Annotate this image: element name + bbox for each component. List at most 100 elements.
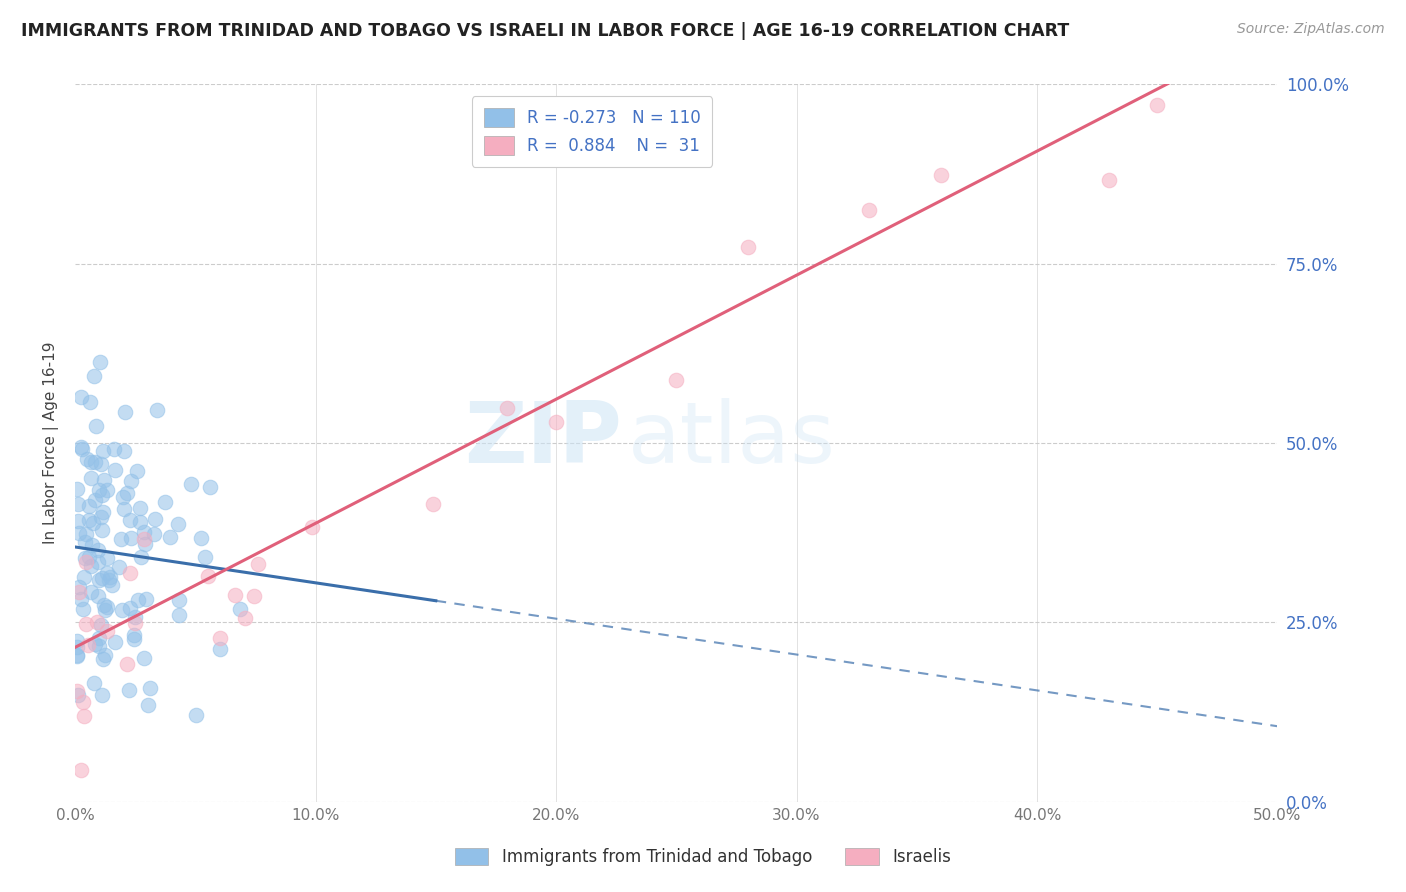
- Point: [87, 631, 110, 645]
- Point: [83, 368, 105, 383]
- Point: [135, 591, 157, 606]
- Point: [87, 542, 110, 557]
- Point: [72, 695, 94, 709]
- Point: [129, 515, 152, 529]
- Point: [110, 533, 132, 547]
- Point: [122, 627, 145, 641]
- Point: [145, 403, 167, 417]
- Point: [84, 637, 107, 651]
- Point: [70, 442, 93, 457]
- Point: [77, 550, 100, 565]
- Point: [101, 577, 124, 591]
- Point: [242, 589, 264, 603]
- Point: [96, 600, 118, 615]
- Point: [73, 570, 96, 584]
- Point: [75, 551, 97, 566]
- Point: [103, 442, 125, 456]
- Point: [665, 373, 688, 387]
- Point: [112, 444, 135, 458]
- Point: [89, 355, 111, 369]
- Point: [84, 419, 107, 434]
- Point: [70, 390, 93, 404]
- Point: [77, 513, 100, 527]
- Point: [197, 568, 219, 582]
- Point: [112, 502, 135, 516]
- Point: [75, 555, 97, 569]
- Point: [1098, 173, 1121, 187]
- Point: [79, 394, 101, 409]
- Point: [124, 610, 146, 624]
- Point: [70, 591, 93, 606]
- Point: [1146, 98, 1168, 112]
- Point: [111, 603, 134, 617]
- Legend: R = -0.273   N = 110, R =  0.884    N =  31: R = -0.273 N = 110, R = 0.884 N = 31: [472, 96, 713, 167]
- Point: [229, 602, 252, 616]
- Point: [67, 525, 90, 540]
- Point: [87, 639, 110, 653]
- Point: [87, 555, 110, 569]
- Point: [422, 497, 444, 511]
- Point: [98, 570, 121, 584]
- Point: [82, 516, 104, 530]
- Point: [104, 463, 127, 477]
- Point: [159, 530, 181, 544]
- Point: [67, 585, 90, 599]
- Point: [67, 689, 90, 703]
- Point: [167, 592, 190, 607]
- Point: [167, 607, 190, 622]
- Point: [128, 500, 150, 515]
- Point: [91, 488, 114, 502]
- Point: [77, 499, 100, 513]
- Point: [166, 517, 188, 532]
- Point: [198, 480, 221, 494]
- Point: [107, 560, 129, 574]
- Point: [80, 470, 103, 484]
- Point: [80, 559, 103, 574]
- Text: ZIP: ZIP: [464, 398, 623, 481]
- Point: [75, 527, 97, 541]
- Point: [136, 698, 159, 712]
- Point: [114, 405, 136, 419]
- Point: [224, 588, 246, 602]
- Point: [138, 681, 160, 695]
- Point: [73, 708, 96, 723]
- Point: [122, 632, 145, 646]
- Point: [111, 490, 134, 504]
- Point: [70, 440, 93, 454]
- Point: [77, 638, 100, 652]
- Point: [67, 514, 90, 528]
- Point: [1194, 63, 1216, 78]
- Text: Source: ZipAtlas.com: Source: ZipAtlas.com: [1237, 22, 1385, 37]
- Point: [90, 688, 112, 702]
- Point: [93, 599, 115, 613]
- Point: [121, 531, 143, 545]
- Point: [90, 571, 112, 585]
- Point: [209, 642, 232, 657]
- Point: [929, 168, 952, 182]
- Point: [132, 650, 155, 665]
- Point: [96, 483, 118, 497]
- Point: [155, 495, 177, 509]
- Point: [127, 593, 149, 607]
- Point: [208, 631, 231, 645]
- Text: IMMIGRANTS FROM TRINIDAD AND TOBAGO VS ISRAELI IN LABOR FORCE | AGE 16-19 CORREL: IMMIGRANTS FROM TRINIDAD AND TOBAGO VS I…: [21, 22, 1070, 40]
- Point: [91, 505, 114, 519]
- Point: [129, 549, 152, 564]
- Point: [737, 240, 759, 254]
- Point: [75, 616, 97, 631]
- Point: [496, 401, 519, 415]
- Point: [132, 524, 155, 539]
- Point: [544, 415, 567, 429]
- Point: [104, 634, 127, 648]
- Point: [96, 550, 118, 565]
- Point: [134, 537, 156, 551]
- Point: [125, 464, 148, 478]
- Point: [120, 512, 142, 526]
- Point: [66, 648, 89, 662]
- Point: [73, 534, 96, 549]
- Point: [83, 455, 105, 469]
- Point: [80, 585, 103, 599]
- Point: [66, 482, 89, 496]
- Point: [91, 652, 114, 666]
- Point: [118, 566, 141, 581]
